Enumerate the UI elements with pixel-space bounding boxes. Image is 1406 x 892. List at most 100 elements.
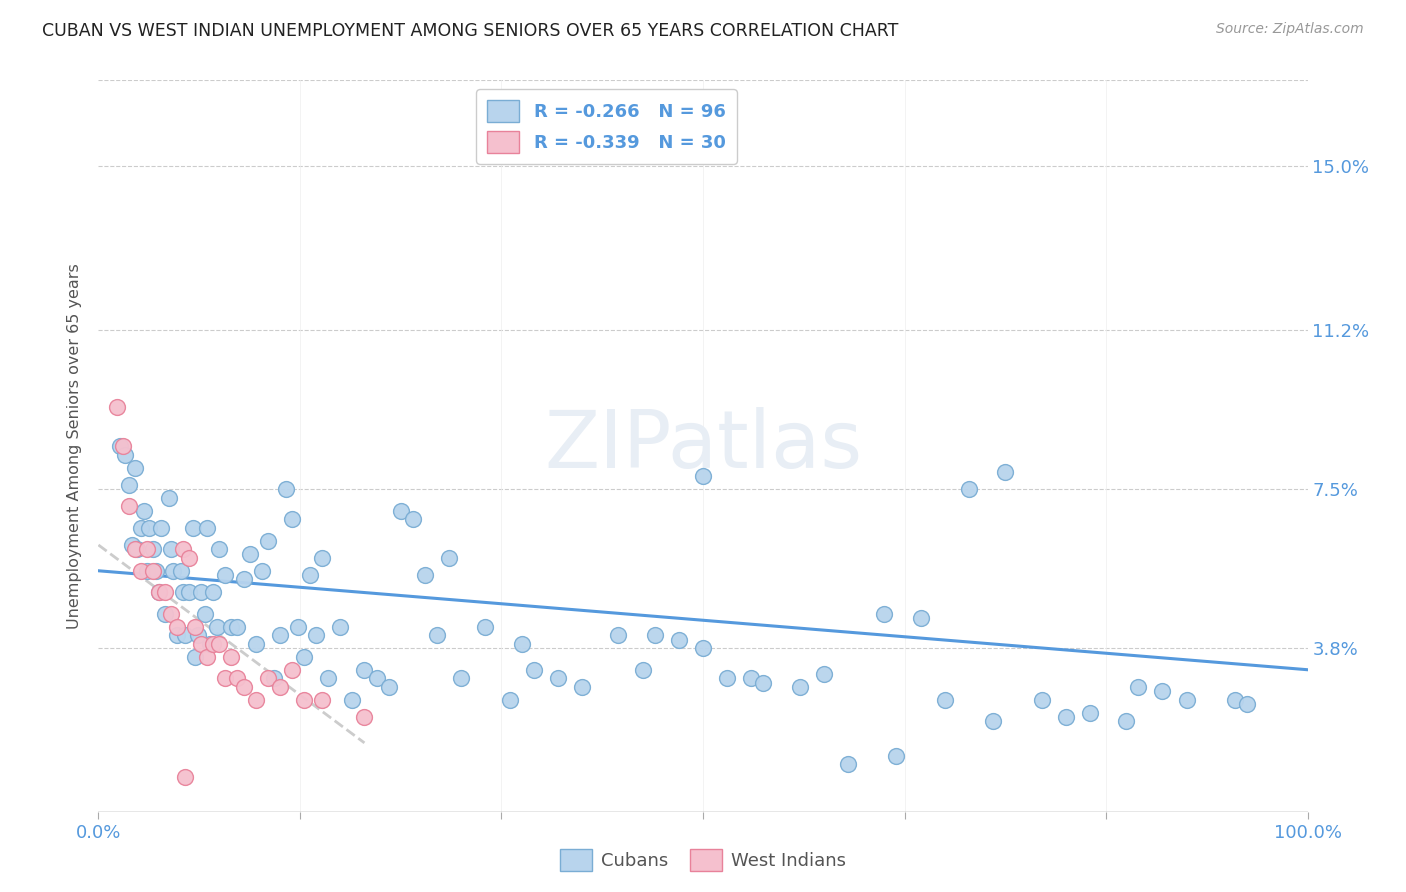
Point [1175, 693, 1198, 707]
Point [910, 611, 932, 625]
Text: ZIPatlas: ZIPatlas [544, 407, 862, 485]
Point [1236, 697, 1258, 711]
Point [172, 585, 194, 599]
Point [311, 550, 333, 565]
Point [353, 710, 375, 724]
Point [124, 460, 146, 475]
Point [150, 521, 173, 535]
Point [1223, 693, 1246, 707]
Point [135, 542, 157, 557]
Point [245, 693, 267, 707]
Point [195, 649, 218, 664]
Point [692, 641, 714, 656]
Point [281, 663, 304, 677]
Legend: R = -0.266   N = 96, R = -0.339   N = 30: R = -0.266 N = 96, R = -0.339 N = 30 [477, 89, 737, 164]
Point [169, 564, 191, 578]
Point [111, 439, 134, 453]
Point [232, 680, 254, 694]
Point [187, 628, 209, 642]
Point [994, 465, 1017, 479]
Point [148, 585, 170, 599]
Point [172, 542, 194, 557]
Point [413, 568, 436, 582]
Point [1054, 710, 1077, 724]
Point [1078, 706, 1101, 720]
Point [498, 693, 520, 707]
Point [426, 628, 449, 642]
Point [450, 671, 472, 685]
Point [1031, 693, 1053, 707]
Point [160, 542, 183, 557]
Point [510, 637, 533, 651]
Point [311, 693, 333, 707]
Point [523, 663, 546, 677]
Point [740, 671, 762, 685]
Point [571, 680, 593, 694]
Point [174, 628, 197, 642]
Legend: Cubans, West Indians: Cubans, West Indians [553, 842, 853, 879]
Point [281, 512, 304, 526]
Point [366, 671, 388, 685]
Point [668, 632, 690, 647]
Point [208, 637, 231, 651]
Point [134, 503, 156, 517]
Point [474, 620, 496, 634]
Point [121, 538, 143, 552]
Point [1152, 684, 1174, 698]
Point [256, 533, 278, 548]
Point [402, 512, 425, 526]
Point [389, 503, 412, 517]
Point [813, 667, 835, 681]
Point [190, 585, 212, 599]
Point [437, 550, 460, 565]
Point [124, 542, 146, 557]
Point [138, 521, 160, 535]
Point [547, 671, 569, 685]
Point [108, 439, 131, 453]
Point [934, 693, 956, 707]
Point [287, 620, 309, 634]
Point [292, 693, 315, 707]
Point [195, 521, 218, 535]
Point [716, 671, 738, 685]
Point [114, 448, 136, 462]
Point [692, 469, 714, 483]
Point [305, 628, 328, 642]
Point [342, 693, 364, 707]
Point [181, 521, 204, 535]
Point [162, 564, 184, 578]
Point [118, 500, 141, 514]
Point [269, 680, 291, 694]
Point [202, 585, 225, 599]
Text: Source: ZipAtlas.com: Source: ZipAtlas.com [1216, 22, 1364, 37]
Point [153, 585, 176, 599]
Point [245, 637, 267, 651]
Point [202, 637, 225, 651]
Point [179, 585, 201, 599]
Point [886, 748, 908, 763]
Point [214, 671, 236, 685]
Point [873, 607, 896, 621]
Point [316, 671, 339, 685]
Point [299, 568, 322, 582]
Point [184, 620, 207, 634]
Point [214, 568, 236, 582]
Point [221, 620, 243, 634]
Point [1115, 714, 1137, 729]
Point [148, 585, 170, 599]
Point [292, 649, 315, 664]
Point [129, 564, 152, 578]
Point [174, 770, 197, 784]
Point [208, 542, 231, 557]
Point [226, 620, 249, 634]
Point [263, 671, 285, 685]
Point [179, 550, 201, 565]
Point [105, 401, 128, 415]
Point [198, 637, 221, 651]
Point [274, 482, 297, 496]
Point [789, 680, 811, 694]
Point [184, 649, 207, 664]
Point [631, 663, 654, 677]
Point [145, 564, 167, 578]
Text: CUBAN VS WEST INDIAN UNEMPLOYMENT AMONG SENIORS OVER 65 YEARS CORRELATION CHART: CUBAN VS WEST INDIAN UNEMPLOYMENT AMONG … [42, 22, 898, 40]
